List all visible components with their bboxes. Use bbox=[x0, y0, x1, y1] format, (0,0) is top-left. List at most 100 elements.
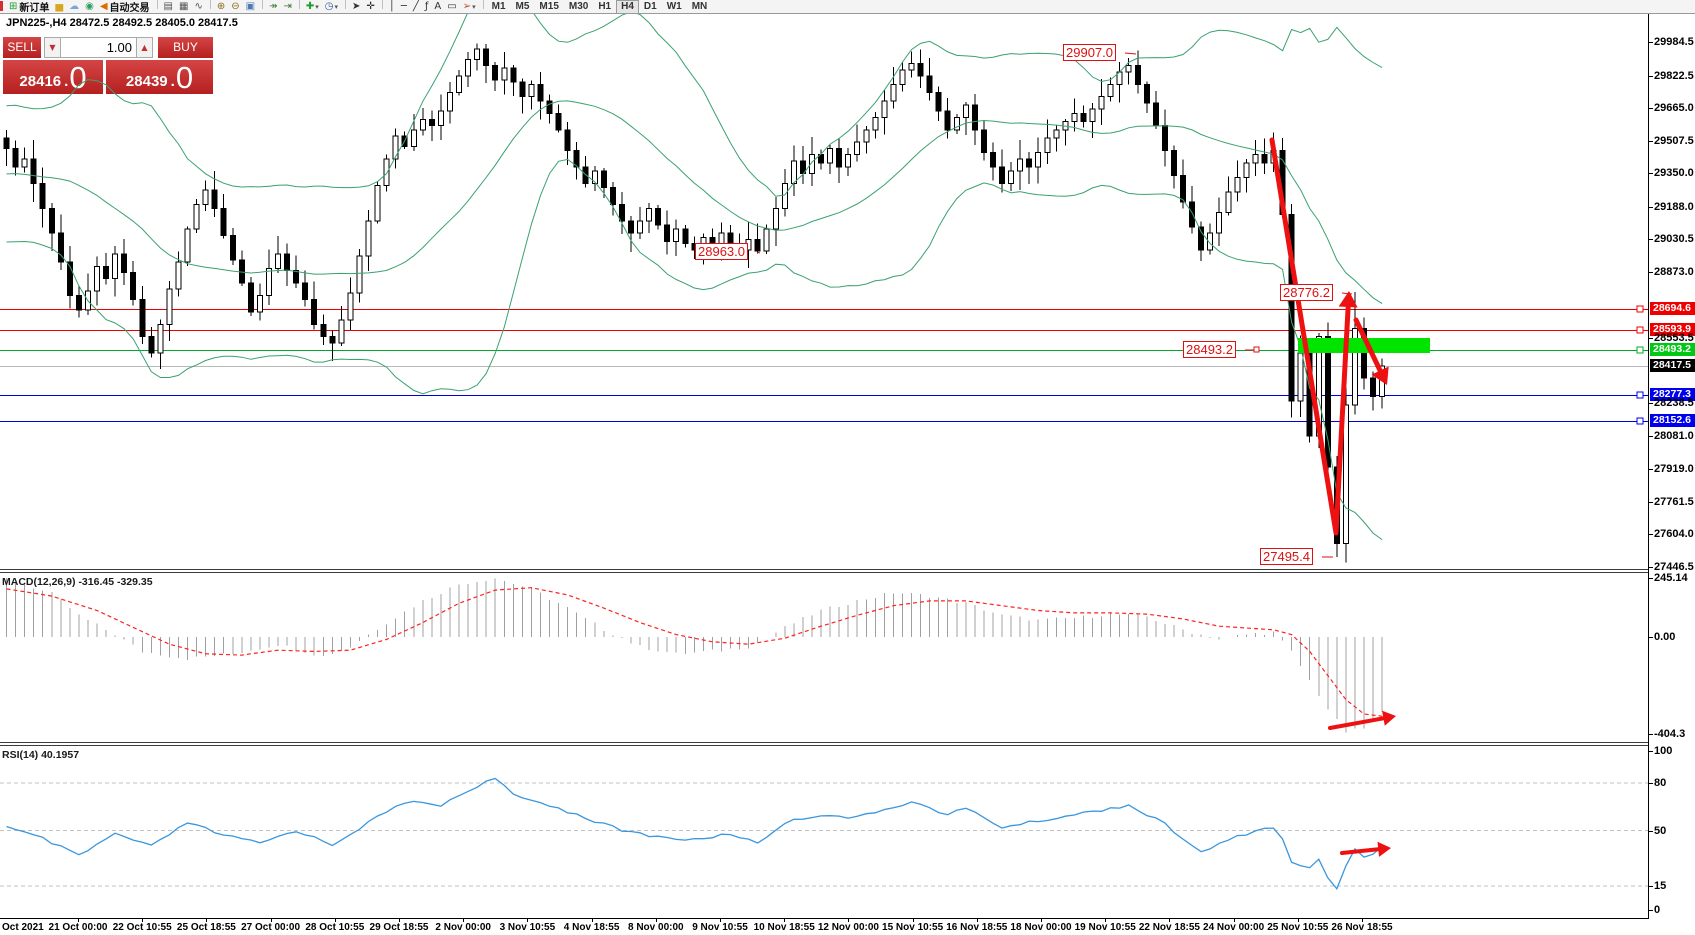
panel-separator[interactable] bbox=[0, 742, 1649, 743]
price-axis-tick: 27446.5 bbox=[1654, 561, 1694, 573]
price-axis-tickmark bbox=[1648, 42, 1653, 43]
trendline-button[interactable]: ╱ bbox=[410, 0, 422, 13]
buy-button[interactable]: BUY bbox=[158, 37, 213, 58]
indicators-button[interactable]: ✚ ▾ bbox=[303, 0, 322, 13]
vertical-line-button[interactable]: │ bbox=[386, 0, 398, 13]
timeframe-button-d1[interactable]: D1 bbox=[643, 1, 657, 12]
periods-icon: ◷ bbox=[324, 1, 334, 12]
crosshair-icon: ✛ bbox=[366, 1, 375, 12]
price-axis-tickmark bbox=[1648, 338, 1653, 339]
market-watch-button[interactable]: ▅ bbox=[52, 0, 66, 13]
autotrade-icon: ◀ bbox=[99, 1, 108, 12]
time-axis-label: 25 Nov 10:55 bbox=[1267, 922, 1329, 933]
text-tool-icon: A bbox=[434, 1, 442, 12]
volume-input[interactable]: 1.00 bbox=[60, 37, 137, 58]
time-axis-tickmark bbox=[527, 918, 528, 922]
time-axis-label: 24 Nov 00:00 bbox=[1203, 922, 1265, 933]
time-axis-tickmark bbox=[592, 918, 593, 922]
price-chart-svg[interactable] bbox=[0, 14, 1649, 570]
price-axis-tick: 27919.0 bbox=[1654, 463, 1694, 476]
price-axis-tickmark bbox=[1648, 403, 1653, 404]
cursor-button[interactable]: ➤ bbox=[349, 0, 363, 13]
rsi-label: RSI(14) 40.1957 bbox=[2, 749, 80, 761]
chart-shift-button[interactable]: ⇥ bbox=[280, 0, 294, 13]
timeframe-button-m30[interactable]: M30 bbox=[568, 1, 589, 12]
macd-indicator-svg[interactable] bbox=[0, 573, 1649, 742]
time-axis-tickmark bbox=[1105, 918, 1106, 922]
price-annotation[interactable]: 28493.2 bbox=[1183, 341, 1236, 358]
time-axis-label: 22 Nov 18:55 bbox=[1138, 922, 1200, 933]
timeframe-button-w1[interactable]: W1 bbox=[666, 1, 682, 12]
sell-button[interactable]: SELL bbox=[3, 37, 41, 58]
time-axis-tickmark bbox=[206, 918, 207, 922]
auto-scroll-button[interactable]: ↠ bbox=[266, 0, 280, 13]
time-axis-tickmark bbox=[1362, 918, 1363, 922]
new-order-icon: ⊞ bbox=[9, 1, 18, 12]
volume-increase-button[interactable]: ▲ bbox=[136, 37, 153, 58]
label-tool-icon: ▭ bbox=[447, 1, 457, 12]
time-axis-tickmark bbox=[271, 918, 272, 922]
time-axis bbox=[0, 918, 1649, 919]
rsi-axis-tick: 80 bbox=[1654, 776, 1667, 789]
dropdown-caret-icon[interactable]: ▾ bbox=[472, 2, 476, 11]
timeframe-button-mn[interactable]: MN bbox=[691, 1, 708, 12]
rsi-axis-tick: 100 bbox=[1654, 745, 1673, 757]
tile-windows-button[interactable]: ▣ bbox=[243, 0, 258, 13]
label-tool-button[interactable]: ▭ bbox=[444, 0, 459, 13]
price-axis-tickmark bbox=[1648, 141, 1653, 142]
periods-button[interactable]: ◷ ▾ bbox=[322, 0, 341, 13]
rsi-axis-tick: 15 bbox=[1654, 880, 1667, 893]
autotrade-button[interactable]: ◀ 自动交易 bbox=[97, 0, 153, 13]
new-order-button[interactable]: ⊞ 新订单 bbox=[6, 0, 52, 13]
timeframe-button-m1[interactable]: M1 bbox=[491, 1, 506, 12]
price-annotation[interactable]: 29907.0 bbox=[1063, 44, 1116, 61]
macd-axis-tick: 0.00 bbox=[1654, 631, 1676, 643]
auto-scroll-icon: ↠ bbox=[269, 1, 278, 12]
signal-button[interactable]: ◉ bbox=[82, 0, 97, 13]
toolbar-separator bbox=[345, 0, 346, 9]
rsi-indicator-svg[interactable] bbox=[0, 746, 1649, 918]
line-chart-button[interactable]: ∿ bbox=[191, 0, 205, 13]
crosshair-button[interactable]: ✛ bbox=[363, 0, 377, 13]
autotrade-label: 自动交易 bbox=[109, 3, 150, 14]
toolbar-separator bbox=[156, 0, 158, 9]
timeframe-button-m15[interactable]: M15 bbox=[539, 1, 559, 12]
level-price-badge: 28493.2 bbox=[1650, 343, 1695, 357]
cloud-icon: ☁ bbox=[69, 1, 80, 12]
rsi-axis-tickmark bbox=[1648, 751, 1653, 752]
panel-separator bbox=[0, 745, 1649, 746]
panel-separator[interactable] bbox=[0, 569, 1649, 570]
time-axis-tickmark bbox=[1041, 918, 1042, 922]
toolbar-separator bbox=[381, 0, 383, 9]
zoom-in-button[interactable]: ⊕ bbox=[214, 0, 228, 13]
price-axis[interactable] bbox=[1648, 14, 1649, 918]
text-tool-button[interactable]: A bbox=[431, 0, 444, 13]
price-axis-tick: 27761.5 bbox=[1654, 495, 1694, 508]
toolbar-separator bbox=[482, 0, 484, 9]
cloud-button[interactable]: ☁ bbox=[66, 0, 82, 13]
time-axis-label: 9 Nov 10:55 bbox=[692, 922, 748, 933]
bar-chart-button[interactable]: ▤ bbox=[161, 0, 176, 13]
sell-price[interactable]: 28416. 0 bbox=[3, 60, 103, 94]
price-annotation[interactable]: 27495.4 bbox=[1260, 548, 1313, 565]
chart-title: JPN225-,H4 28472.5 28492.5 28405.0 28417… bbox=[6, 17, 238, 29]
buy-price[interactable]: 28439. 0 bbox=[106, 60, 213, 94]
arrows-tool-button[interactable]: ➢ ▾ bbox=[460, 0, 479, 13]
dropdown-caret-icon[interactable]: ▾ bbox=[315, 2, 319, 11]
time-axis-tickmark bbox=[848, 918, 849, 922]
line-chart-icon: ∿ bbox=[194, 1, 203, 12]
timeframe-button-h1[interactable]: H1 bbox=[598, 1, 612, 12]
horizontal-line-button[interactable]: ─ bbox=[398, 0, 410, 13]
time-axis-label: 19 Nov 10:55 bbox=[1074, 922, 1136, 933]
price-annotation[interactable]: 28776.2 bbox=[1280, 284, 1333, 301]
market-watch-icon: ▅ bbox=[55, 1, 64, 12]
zoom-out-button[interactable]: ⊖ bbox=[228, 0, 242, 13]
candlestick-chart-button[interactable]: ▦ bbox=[176, 0, 191, 13]
fibonacci-button[interactable]: ƒ bbox=[422, 0, 432, 13]
dropdown-caret-icon[interactable]: ▾ bbox=[334, 2, 338, 11]
price-annotation[interactable]: 28963.0 bbox=[695, 243, 748, 260]
time-axis-label: 21 Oct 00:00 bbox=[48, 922, 108, 933]
timeframe-button-m5[interactable]: M5 bbox=[515, 1, 530, 12]
buy-price-dot: . bbox=[170, 73, 175, 90]
timeframe-button-h4[interactable]: H4 bbox=[616, 0, 639, 13]
